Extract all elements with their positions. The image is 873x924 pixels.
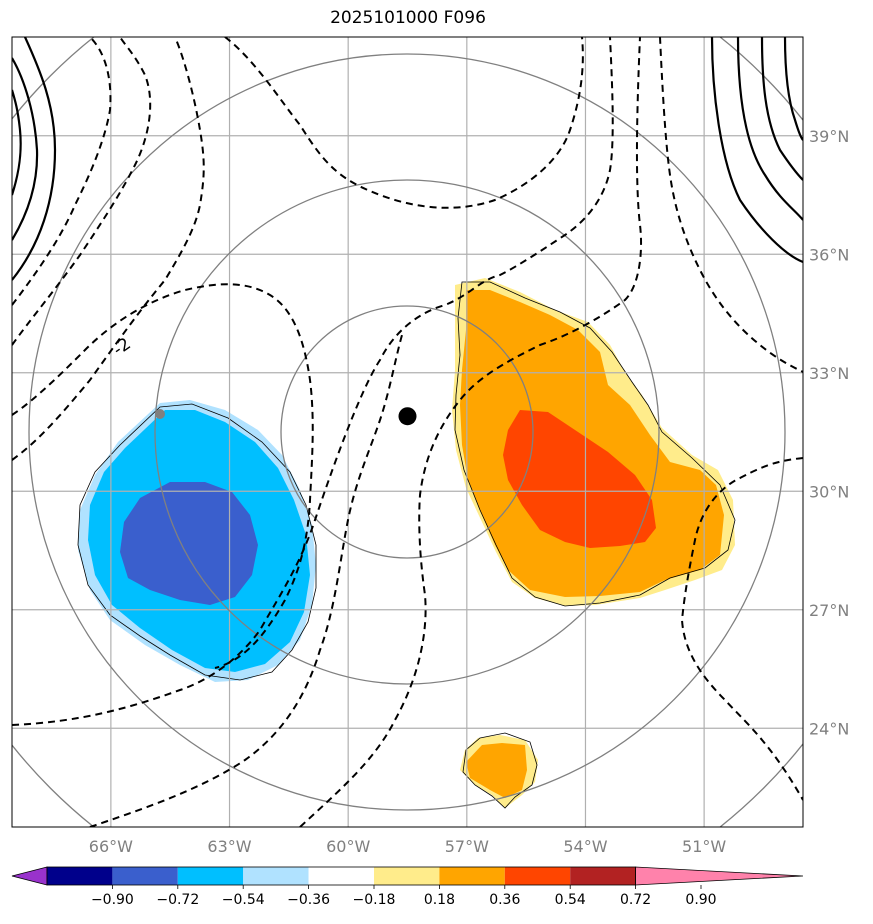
dashed-contour — [12, 37, 112, 306]
range-ring — [28, 53, 786, 811]
colorbar-segment — [112, 867, 178, 885]
outline-contour-east — [454, 281, 736, 607]
colorbar-label: −0.18 — [353, 892, 396, 908]
range-ring — [280, 305, 534, 559]
colorbar-segment — [374, 867, 440, 885]
colorbar: −0.90 −0.72 −0.54 −0.36 −0.18 0.18 0.36 0.54 0.7… — [11, 866, 804, 908]
solid-contours — [12, 37, 803, 281]
track-point-marker — [155, 409, 165, 419]
storm-center-marker — [398, 407, 417, 426]
dashed-contour — [680, 457, 803, 801]
longitude-labels: 66°W 63°W 60°W 57°W 54°W 51°W — [89, 837, 727, 856]
solid-contour — [760, 37, 803, 181]
dashed-contour — [12, 283, 314, 669]
solid-contour — [710, 37, 803, 264]
longitude-label: 54°W — [563, 837, 607, 856]
colorbar-segment — [439, 867, 505, 885]
dashed-contour — [12, 37, 152, 346]
dashed-contour — [12, 37, 205, 461]
longitude-label: 66°W — [89, 837, 133, 856]
colorbar-label: 0.90 — [685, 892, 716, 908]
outline-contour-south — [462, 732, 538, 809]
colorbar-extend-low — [11, 866, 48, 886]
colorbar-segment — [570, 867, 636, 885]
colorbar-label: 0.36 — [489, 892, 520, 908]
map-frame — [11, 36, 804, 828]
latitude-label: 39°N — [809, 127, 849, 146]
colorbar-extend-high — [635, 866, 804, 886]
solid-contour — [12, 89, 22, 196]
latitude-labels: 24°N 27°N 30°N 33°N 36°N 39°N — [809, 127, 849, 739]
dashed-contour — [224, 37, 584, 209]
colorbar-label: 0.54 — [555, 892, 586, 908]
colorbar-segment — [243, 867, 309, 885]
colorbar-segment — [177, 867, 244, 885]
colorbar-label: −0.90 — [91, 892, 134, 908]
range-ring — [154, 179, 660, 685]
colorbar-label: 0.72 — [620, 892, 651, 908]
graticule — [12, 37, 803, 827]
anomaly-fill-red-orange — [503, 410, 656, 548]
anticyclonic-anomaly-shading — [452, 278, 735, 808]
colorbar-segment — [47, 867, 113, 885]
longitude-label: 60°W — [326, 837, 370, 856]
longitude-label: 57°W — [445, 837, 489, 856]
solid-contour — [12, 57, 39, 241]
longitude-label: 63°W — [207, 837, 251, 856]
map-title: 2025101000 F096 — [330, 8, 486, 28]
dashed-contour — [299, 37, 643, 827]
colorbar-label: −0.36 — [287, 892, 330, 908]
latitude-label: 30°N — [809, 482, 849, 501]
dashed-contours — [12, 37, 803, 827]
colorbar-segment — [308, 867, 374, 885]
colorbar-label: −0.54 — [222, 892, 265, 908]
anomaly-fill-small-orange — [466, 743, 527, 798]
anomaly-fill-dark-blue — [120, 482, 258, 605]
cyclonic-anomaly-shading — [78, 400, 316, 682]
colorbar-segment — [504, 867, 571, 885]
dashed-contour — [12, 37, 614, 726]
outline-contours — [77, 281, 736, 809]
solid-contour — [736, 37, 803, 221]
colorbar-label: −0.72 — [156, 892, 199, 908]
latitude-label: 36°N — [809, 245, 849, 264]
outline-contour-west — [77, 403, 317, 681]
latitude-label: 27°N — [809, 601, 849, 620]
colorbar-frame — [46, 866, 636, 886]
dashed-contour — [89, 334, 403, 827]
solid-contour — [12, 37, 57, 281]
latitude-label: 33°N — [809, 364, 849, 383]
longitude-label: 51°W — [682, 837, 726, 856]
latitude-label: 24°N — [809, 719, 849, 738]
solid-contour — [783, 37, 803, 141]
colorbar-label: 0.18 — [424, 892, 455, 908]
dashed-contour — [659, 37, 803, 373]
